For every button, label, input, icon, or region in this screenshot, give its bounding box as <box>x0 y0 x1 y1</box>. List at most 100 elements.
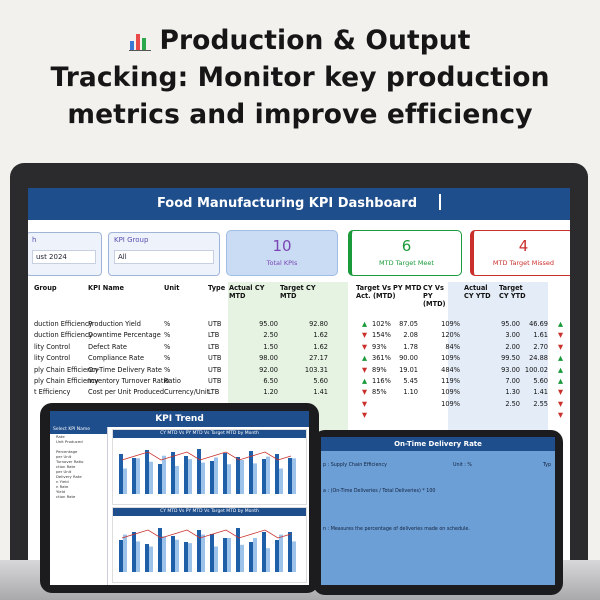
table-row[interactable]: 109% 2.50 2.55 ▼ ▼ <box>28 400 570 411</box>
bar <box>149 461 153 494</box>
table-row[interactable]: lity Control Defect Rate% LTB 1.50 1.62 93% 1.… <box>28 343 570 354</box>
kpi-name-option[interactable]: per Unit <box>56 454 72 459</box>
tva-arrow-icon: ▼ <box>362 365 368 374</box>
kpi-name-option[interactable]: Unit Produced <box>56 439 83 444</box>
ytd-arrow-icon: ▲ <box>558 365 564 374</box>
bar <box>227 538 231 572</box>
headline-line3: metrics and improve efficiency <box>67 99 533 130</box>
cell-actual: 1.20 <box>263 388 278 397</box>
cell-group: duction Efficiency <box>34 331 93 340</box>
tva-arrow-icon: ▼ <box>362 342 368 351</box>
cell-cvp: 109% <box>441 320 460 328</box>
bar <box>171 452 175 494</box>
cell-cvp: 119% <box>441 377 460 385</box>
cell-actual: 95.00 <box>259 320 278 328</box>
bar <box>175 465 179 494</box>
cell-target: 1.62 <box>313 342 328 351</box>
bar <box>214 546 218 572</box>
bar <box>275 454 279 494</box>
cell-name: Compliance Rate <box>88 354 145 363</box>
table-row[interactable]: t Efficiency Cost per Unit Produced Curren… <box>28 388 570 399</box>
cell-ty: 100.02 <box>524 365 548 374</box>
bar <box>119 454 123 494</box>
cell-unit: % <box>164 320 171 328</box>
ytd-bars <box>119 528 296 572</box>
bar <box>123 534 127 572</box>
table-row[interactable]: ply Chain Efficiency On-Time Delivery Rat… <box>28 366 570 377</box>
bar <box>197 449 201 494</box>
cell-ty: 1.61 <box>533 331 548 340</box>
bar <box>119 540 123 572</box>
bar <box>188 543 192 572</box>
ytd-arrow-icon: ▼ <box>558 342 564 351</box>
cell-ty: 2.70 <box>533 342 548 351</box>
kpi-name-option[interactable]: Turnover Ratio <box>56 459 84 464</box>
cell-name: Downtime Percentage <box>88 331 161 340</box>
cell-ay: 95.00 <box>501 320 520 328</box>
cell-target: 5.60 <box>313 377 328 385</box>
bar <box>145 544 149 572</box>
cell-ay: 3.00 <box>505 331 520 340</box>
kpi-name-option[interactable]: n Yield <box>56 479 69 484</box>
cell-unit: % <box>164 331 171 340</box>
table-row[interactable]: duction Efficiency Production Yield% UTB 95… <box>28 320 570 331</box>
cell-cvp: 109% <box>441 388 460 397</box>
kpi-name-option[interactable]: n Rate <box>56 484 69 489</box>
table-row[interactable]: lity Control Compliance Rate% UTB 98.00 27.1… <box>28 354 570 365</box>
ytd-arrow-icon: ▲ <box>558 320 564 328</box>
bar <box>292 541 296 572</box>
kpi-group-slicer-value[interactable]: All <box>114 250 214 264</box>
kpi-name-option[interactable]: Rate <box>56 434 65 439</box>
bar <box>275 540 279 572</box>
cell-group: t Efficiency <box>34 388 71 397</box>
table-row[interactable]: ▼ ▼ <box>28 411 570 422</box>
bar <box>136 541 140 572</box>
cell-unit: Ratio <box>164 377 181 385</box>
bar <box>158 464 162 494</box>
trend-chart-mtd: CY MTD Vs PY MTD Vs Target MTD by Month <box>112 429 307 505</box>
bar <box>292 458 296 494</box>
ytd-arrow-icon: ▼ <box>558 411 564 420</box>
cell-type: UTB <box>208 365 222 374</box>
kpi-group-slicer[interactable]: KPI Group All <box>108 232 220 276</box>
delivery-screen: On-Time Delivery Rate p : Supply Chain E… <box>321 437 555 585</box>
cell-tva: 116% <box>372 377 391 385</box>
kpi-name-slicer[interactable]: Select KPI Name Rate Unit Produced Percent… <box>50 427 108 585</box>
table-row[interactable]: ply Chain Efficiency Inventory Turnover R… <box>28 377 570 388</box>
kpi-name-option[interactable]: Delivery Rate <box>56 474 82 479</box>
month-slicer-value[interactable]: ust 2024 <box>32 250 96 264</box>
tva-arrow-icon: ▼ <box>362 388 368 397</box>
cell-ay: 93.00 <box>501 365 520 374</box>
ytd-arrow-icon: ▲ <box>558 354 564 363</box>
bar <box>279 534 283 572</box>
cell-group: duction Efficiency <box>34 320 93 328</box>
cell-type: UTB <box>208 354 222 363</box>
bar <box>162 536 166 572</box>
cell-target: 103.31 <box>304 365 328 374</box>
table-row[interactable]: duction Efficiency Downtime Percentage% LT… <box>28 331 570 342</box>
kpi-name-option[interactable]: Yield <box>56 489 66 494</box>
cell-target: 1.62 <box>313 331 328 340</box>
cell-ty: 24.88 <box>529 354 548 363</box>
cell-tva: 89% <box>372 365 387 374</box>
cell-cvp: 120% <box>441 331 460 340</box>
month-slicer[interactable]: h ust 2024 <box>28 232 102 276</box>
delivery-title: On-Time Delivery Rate <box>321 437 555 451</box>
kpi-name-option[interactable]: ction Rate <box>56 494 76 499</box>
tva-arrow-icon: ▼ <box>362 411 368 420</box>
cell-group: ply Chain Efficiency <box>34 365 99 374</box>
cell-name: Inventory Turnover Ratio <box>88 377 170 385</box>
bar <box>249 542 253 572</box>
cell-actual: 1.50 <box>263 342 278 351</box>
cell-type: LTB <box>208 388 220 397</box>
cell-target: 1.41 <box>313 388 328 397</box>
kpi-name-option[interactable]: Percentage <box>56 449 78 454</box>
kpi-name-option[interactable]: per Unit <box>56 469 72 474</box>
kpi-name-option[interactable]: ction Rate <box>56 464 76 469</box>
bar <box>132 458 136 494</box>
ytd-arrow-icon: ▼ <box>558 388 564 397</box>
bar <box>266 548 270 572</box>
cell-target: 92.80 <box>309 320 328 328</box>
cell-ty: 1.41 <box>533 388 548 397</box>
bar <box>288 458 292 494</box>
